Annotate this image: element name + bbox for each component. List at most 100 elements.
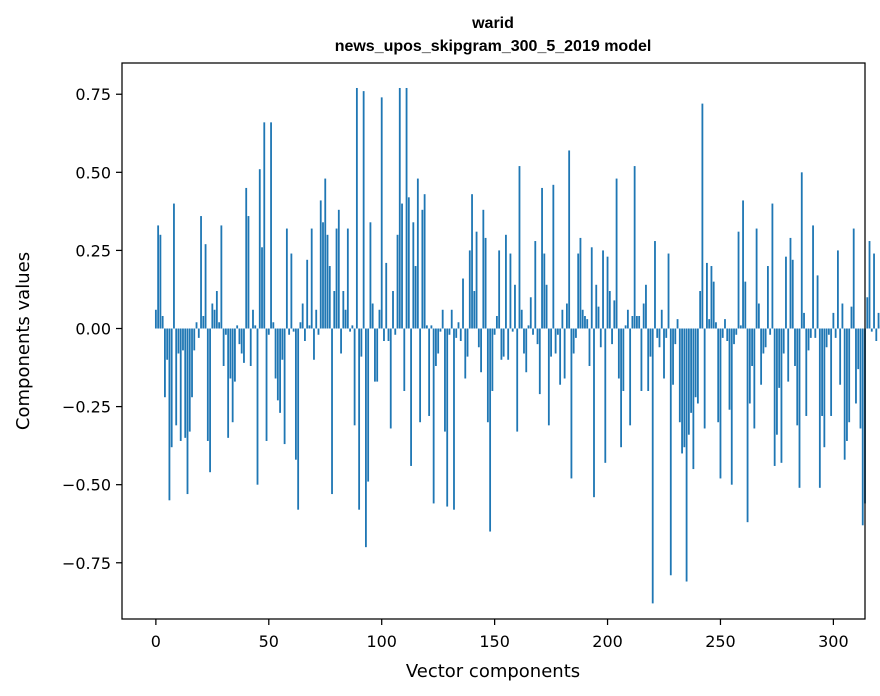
bar-295 (821, 328, 823, 416)
bar-66 (304, 328, 306, 341)
bar-44 (254, 325, 257, 329)
bar-104 (389, 328, 392, 429)
bars-group (154, 87, 880, 604)
bar-32 (227, 328, 230, 438)
bar-142 (475, 231, 478, 329)
bar-30 (222, 328, 225, 366)
bar-188 (579, 237, 582, 329)
bar-317 (870, 328, 873, 332)
bar-56 (281, 328, 284, 360)
bar-97 (374, 328, 376, 382)
bar-299 (830, 328, 833, 416)
bar-159 (514, 284, 516, 329)
bar-190 (584, 316, 586, 329)
bar-76 (326, 234, 329, 329)
bar-183 (568, 150, 571, 329)
bar-110 (403, 328, 406, 391)
bar-27 (215, 291, 218, 329)
bar-29 (220, 225, 223, 329)
bar-272 (769, 328, 772, 335)
bar-140 (471, 194, 473, 329)
bar-298 (827, 328, 830, 335)
bar-273 (771, 203, 774, 329)
bar-239 (694, 328, 697, 398)
bar-58 (285, 228, 288, 329)
bar-108 (398, 87, 401, 329)
bar-49 (265, 328, 268, 441)
bar-283 (794, 328, 796, 366)
bar-296 (823, 328, 826, 448)
bar-214 (638, 316, 641, 329)
bar-112 (407, 197, 410, 329)
bar-137 (464, 328, 467, 379)
bar-251 (721, 328, 724, 338)
bar-69 (310, 228, 313, 329)
bar-133 (455, 328, 458, 338)
bar-312 (859, 328, 862, 429)
bar-158 (511, 328, 514, 332)
bar-61 (292, 328, 295, 332)
bar-20 (200, 216, 202, 329)
bar-275 (776, 328, 778, 435)
bar-247 (712, 281, 715, 329)
bar-167 (532, 328, 534, 335)
bar-217 (645, 284, 647, 329)
y-tick-label: 0.75 (75, 85, 111, 104)
bar-178 (556, 328, 559, 335)
bar-17 (193, 328, 196, 351)
bar-143 (477, 328, 480, 348)
bar-198 (602, 250, 604, 329)
bar-90 (358, 328, 361, 510)
bar-55 (279, 328, 281, 413)
bar-144 (480, 328, 482, 373)
bar-103 (387, 328, 390, 341)
bar-148 (489, 328, 492, 532)
bar-200 (606, 256, 609, 329)
bar-260 (742, 200, 744, 329)
bar-107 (396, 234, 399, 329)
bar-175 (550, 328, 552, 357)
bar-230 (674, 328, 677, 345)
bar-50 (267, 328, 270, 335)
bar-246 (710, 266, 713, 329)
bar-70 (313, 328, 315, 360)
bar-320 (877, 312, 880, 329)
bar-22 (204, 244, 207, 329)
bar-31 (224, 328, 227, 335)
bar-279 (785, 256, 787, 329)
bar-265 (753, 328, 756, 429)
bar-80 (335, 228, 338, 329)
bar-225 (663, 328, 665, 379)
bar-115 (414, 266, 417, 329)
bar-269 (762, 328, 765, 354)
bar-23 (206, 328, 209, 441)
chart-title-line-2: news_upos_skipgram_300_5_2019 model (335, 38, 652, 55)
bar-285 (798, 328, 801, 488)
bar-81 (337, 209, 340, 329)
bar-45 (256, 328, 259, 485)
bar-88 (353, 328, 356, 426)
x-tick-label: 250 (705, 632, 736, 651)
bar-211 (631, 316, 634, 329)
bar-165 (527, 325, 530, 329)
bar-223 (658, 328, 661, 348)
bar-194 (593, 328, 595, 498)
bar-9 (175, 328, 178, 426)
bar-177 (554, 328, 557, 354)
bar-68 (308, 325, 311, 329)
y-tick-label: 0.00 (75, 320, 111, 339)
bar-254 (728, 328, 731, 410)
bar-221 (654, 241, 656, 329)
bar-25 (211, 303, 214, 329)
bar-163 (523, 328, 525, 354)
plot-frame (121, 62, 866, 620)
bar-185 (572, 328, 575, 354)
bar-10 (177, 328, 180, 354)
bar-39 (243, 328, 245, 363)
bar-89 (355, 87, 358, 329)
y-tick-label: −0.25 (62, 398, 111, 417)
bar-195 (595, 284, 598, 329)
bar-220 (651, 328, 654, 604)
bar-210 (629, 328, 632, 426)
